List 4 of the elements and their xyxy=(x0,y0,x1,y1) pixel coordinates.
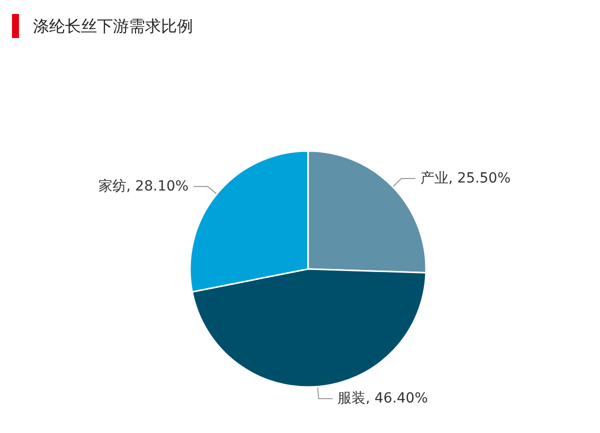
chart-title: 涤纶长丝下游需求比例 xyxy=(33,16,193,36)
slice-label: 家纺, 28.10% xyxy=(98,178,189,194)
slice-label: 产业, 25.50% xyxy=(420,170,511,187)
slice-label: 服装, 46.40% xyxy=(338,390,428,407)
